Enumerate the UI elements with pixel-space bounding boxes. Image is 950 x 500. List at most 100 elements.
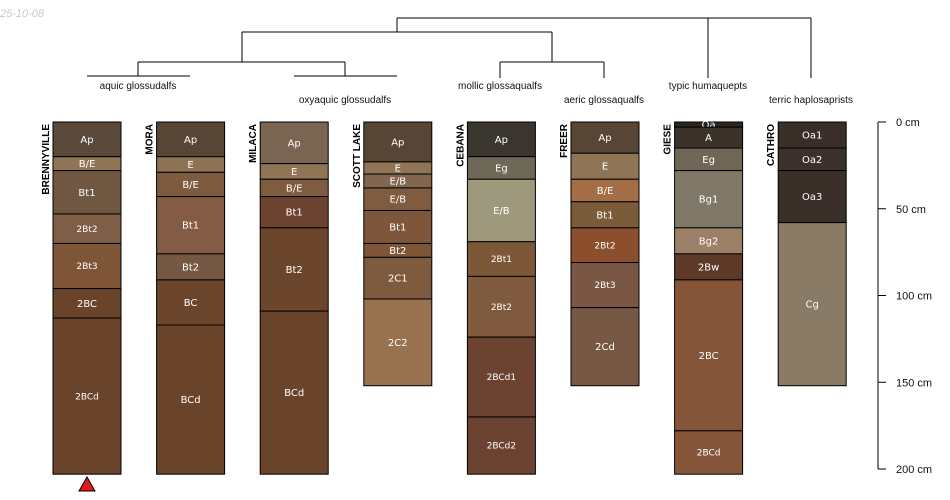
profile-scott-lake: Ap E E/B E/B Bt1 Bt2 2C1 2C2 SCOTT LAKE	[352, 121, 433, 387]
horizon-label-cebana-3: 2Bt1	[491, 255, 512, 265]
taxon-labels: aquic glossudalfs oxyaquic glossudalfs mol…	[100, 81, 853, 106]
taxon-label-terric-haplosaprists: terric haplosaprists	[769, 95, 853, 106]
horizon-label-cathro-0: Oa1	[802, 131, 822, 142]
horizon-cebana-4	[466, 275, 536, 338]
horizon-label-brennyville-1: B/E	[79, 159, 96, 170]
profile-brennyville: Ap B/E Bt1 2Bt2 2Bt3 2BC 2BCd BRENNYVILLE	[41, 121, 122, 475]
profile-name-brennyville: BRENNYVILLE	[41, 124, 52, 195]
horizon-label-scott-lake-5: Bt2	[389, 246, 406, 257]
horizon-label-milaca-5: BCd	[284, 388, 304, 399]
horizon-label-freer-2: B/E	[597, 186, 614, 197]
horizon-giese-7	[674, 430, 744, 475]
horizon-brennyville-3	[52, 213, 122, 244]
horizon-freer-5	[570, 262, 640, 309]
horizon-cathro-3	[777, 222, 847, 387]
horizon-label-milaca-1: E	[291, 167, 297, 178]
depth-tick-label-200: 200 cm	[896, 464, 932, 476]
horizon-brennyville-2	[52, 170, 122, 215]
horizon-label-cathro-1: Oa2	[802, 155, 822, 166]
horizon-cathro-2	[777, 170, 847, 224]
horizon-milaca-0	[259, 121, 329, 165]
horizon-mora-0	[156, 121, 226, 158]
horizon-cebana-2	[466, 178, 536, 243]
horizon-mora-2	[156, 171, 226, 198]
horizon-label-freer-1: E	[602, 162, 608, 173]
horizon-label-freer-0: Ap	[598, 133, 611, 144]
horizon-freer-1	[570, 152, 640, 180]
depth-tick-label-150: 150 cm	[896, 377, 932, 389]
horizon-mora-6	[156, 324, 226, 475]
horizon-label-cebana-1: Eg	[495, 163, 508, 174]
dendrogram	[87, 17, 812, 78]
horizon-brennyville-0	[52, 121, 122, 158]
horizon-label-scott-lake-1: E	[395, 163, 401, 174]
horizon-label-brennyville-2: Bt1	[78, 188, 95, 199]
profile-name-giese: GIESE	[663, 124, 674, 155]
horizon-label-milaca-2: B/E	[286, 183, 303, 194]
horizon-label-scott-lake-4: Bt1	[389, 222, 406, 233]
horizon-mora-4	[156, 253, 226, 281]
date-stamp: 25-10-08	[0, 8, 45, 20]
horizon-label-mora-0: Ap	[184, 135, 197, 146]
horizon-label-giese-6: 2BC	[699, 351, 719, 362]
horizon-freer-3	[570, 201, 640, 229]
depth-tick-label-0: 0 cm	[896, 117, 920, 129]
horizon-giese-4	[674, 227, 744, 255]
horizon-scott-lake-6	[363, 256, 433, 300]
taxon-label-oxyaquic-glossudalfs: oxyaquic glossudalfs	[299, 95, 391, 106]
taxon-label-aquic-glossudalfs: aquic glossudalfs	[100, 81, 177, 92]
horizon-milaca-3	[259, 196, 329, 229]
horizon-label-mora-2: B/E	[182, 180, 199, 191]
profile-markers	[78, 475, 96, 492]
horizon-label-freer-4: 2Bt2	[594, 241, 615, 251]
horizon-scott-lake-7	[363, 298, 433, 387]
horizon-giese-6	[674, 279, 744, 432]
horizon-label-cebana-6: 2BCd2	[487, 442, 516, 452]
profile-freer: Ap E B/E Bt1 2Bt2 2Bt3 2Cd FREER	[559, 121, 640, 387]
horizon-label-milaca-4: Bt2	[286, 265, 303, 276]
horizon-label-cebana-2: E/B	[493, 206, 510, 217]
horizon-label-mora-5: BC	[184, 298, 198, 309]
horizon-label-scott-lake-2: E/B	[390, 176, 407, 187]
profile-name-cebana: CEBANA	[455, 124, 466, 167]
profile-name-cathro: CATHRO	[766, 124, 777, 166]
horizon-cebana-6	[466, 416, 536, 475]
taxon-label-mollic-glossaqualfs: mollic glossaqualfs	[458, 81, 542, 92]
horizon-milaca-5	[259, 310, 329, 475]
horizon-label-giese-7: 2BCd	[697, 449, 721, 459]
profile-name-freer: FREER	[559, 123, 570, 158]
horizon-freer-6	[570, 307, 640, 387]
depth-tick-label-100: 100 cm	[896, 291, 932, 303]
horizon-label-cathro-3: Cg	[806, 300, 819, 311]
horizon-label-brennyville-4: 2Bt3	[76, 262, 97, 272]
horizon-label-giese-2: Eg	[702, 155, 715, 166]
profile-name-mora: MORA	[145, 124, 156, 155]
horizon-label-scott-lake-3: E/B	[390, 195, 407, 206]
horizon-label-giese-4: Bg2	[699, 236, 719, 247]
horizon-cebana-5	[466, 336, 536, 418]
horizon-label-giese-5: 2Bw	[698, 262, 719, 273]
horizon-freer-0	[570, 121, 640, 154]
horizon-label-giese-0: Oa	[702, 120, 716, 131]
horizon-label-cebana-0: Ap	[495, 135, 508, 146]
profile-giese: Oa A Eg Bg1 Bg2 2Bw 2BC 2BCd GIESE	[663, 120, 744, 475]
horizon-label-scott-lake-7: 2C2	[388, 338, 408, 349]
soil-profiles: Ap B/E Bt1 2Bt2 2Bt3 2BC 2BCd BRENNYVILLE Ap E B/E…	[41, 120, 847, 475]
horizon-label-giese-3: Bg1	[699, 195, 719, 206]
horizon-label-cebana-4: 2Bt2	[491, 303, 512, 313]
horizon-brennyville-5	[52, 288, 122, 319]
profile-cathro: Oa1 Oa2 Oa3 Cg CATHRO	[766, 121, 847, 387]
profile-name-scott-lake: SCOTT LAKE	[352, 124, 363, 188]
profile-cebana: Ap Eg E/B 2Bt1 2Bt2 2BCd1 2BCd2 CEBANA	[455, 121, 536, 475]
horizon-cathro-0	[777, 121, 847, 149]
taxon-label-typic-humaquepts: typic humaquepts	[669, 81, 747, 92]
horizon-label-brennyville-0: Ap	[80, 135, 93, 146]
depth-tick-label-50: 50 cm	[896, 204, 926, 216]
horizon-giese-5	[674, 253, 744, 281]
profile-milaca: Ap E B/E Bt1 Bt2 BCd MILACA	[248, 121, 329, 475]
horizon-label-scott-lake-6: 2C1	[388, 274, 408, 285]
horizon-brennyville-6	[52, 317, 122, 475]
horizon-label-mora-1: E	[187, 160, 193, 171]
horizon-label-freer-6: 2Cd	[595, 342, 615, 353]
